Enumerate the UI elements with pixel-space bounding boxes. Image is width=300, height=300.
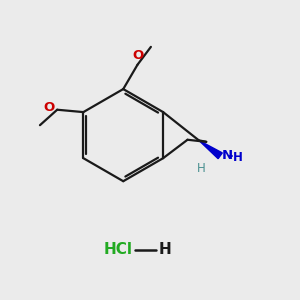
Polygon shape <box>199 140 222 159</box>
Text: H: H <box>159 242 172 257</box>
Text: H: H <box>197 162 206 175</box>
Text: O: O <box>43 101 54 114</box>
Text: O: O <box>132 49 143 62</box>
Text: H: H <box>233 151 243 164</box>
Text: HCl: HCl <box>103 242 132 257</box>
Text: N: N <box>222 149 233 162</box>
